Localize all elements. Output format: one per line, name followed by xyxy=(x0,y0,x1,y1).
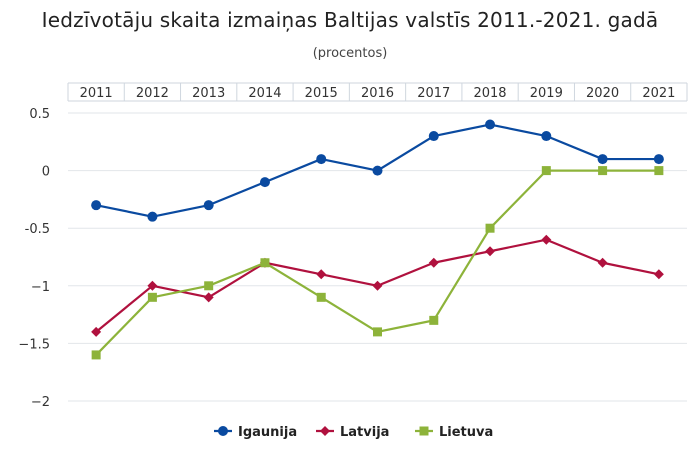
legend-marker[interactable] xyxy=(419,426,429,436)
chart-title: Iedzīvotāju skaita izmaiņas Baltijas val… xyxy=(41,8,659,32)
x-tick-label: 2018 xyxy=(473,86,506,101)
data-point[interactable] xyxy=(260,258,270,268)
x-tick-label: 2017 xyxy=(417,86,450,101)
legend-label: Latvija xyxy=(340,425,389,440)
legend-item-lietuva[interactable]: Lietuva xyxy=(415,425,493,440)
legend[interactable]: Igaunija Latvija Lietuva xyxy=(214,425,493,440)
data-point[interactable] xyxy=(91,200,102,211)
data-point[interactable] xyxy=(429,315,439,325)
data-point[interactable] xyxy=(541,166,551,176)
data-point[interactable] xyxy=(91,350,101,360)
data-point[interactable] xyxy=(147,211,158,222)
y-tick-label: 0 xyxy=(42,165,50,180)
data-point[interactable] xyxy=(597,257,608,268)
series-igaunija xyxy=(91,119,664,222)
series-layer xyxy=(91,119,664,360)
data-point[interactable] xyxy=(147,280,158,291)
data-point[interactable] xyxy=(485,119,496,130)
legend-item-latvija[interactable]: Latvija xyxy=(316,425,389,440)
x-axis: 2011 2012 2013 2014 2015 2016 2017 2018 2019 2020… xyxy=(80,86,676,101)
x-tick-label: 2021 xyxy=(642,86,675,101)
x-tick-label: 2011 xyxy=(80,86,113,101)
legend-marker[interactable] xyxy=(218,426,228,436)
data-point[interactable] xyxy=(259,177,270,188)
legend-label: Lietuva xyxy=(439,425,493,440)
y-tick-label: 0.5 xyxy=(29,107,50,122)
data-point[interactable] xyxy=(372,165,383,176)
series-line xyxy=(95,169,659,356)
y-tick-label: -0.5 xyxy=(25,222,50,237)
data-point[interactable] xyxy=(316,269,327,280)
data-point[interactable] xyxy=(598,166,608,176)
series-lietuva xyxy=(91,166,664,360)
x-tick-label: 2020 xyxy=(586,86,619,101)
y-tick-label: −2 xyxy=(31,395,50,410)
chart-subtitle: (procentos) xyxy=(312,46,388,61)
data-point[interactable] xyxy=(541,234,552,245)
data-point[interactable] xyxy=(653,154,664,165)
data-point[interactable] xyxy=(485,246,496,257)
data-point[interactable] xyxy=(485,223,495,233)
y-tick-label: −1 xyxy=(31,280,50,295)
data-point[interactable] xyxy=(203,200,214,211)
data-point[interactable] xyxy=(372,280,383,291)
y-tick-label: −1.5 xyxy=(18,337,50,352)
data-point[interactable] xyxy=(541,131,552,142)
x-tick-label: 2015 xyxy=(305,86,338,101)
grid-layer xyxy=(67,82,688,402)
legend-item-igaunija[interactable]: Igaunija xyxy=(214,425,297,440)
data-point[interactable] xyxy=(654,166,664,176)
data-point[interactable] xyxy=(597,154,608,165)
data-point[interactable] xyxy=(428,257,439,268)
data-point[interactable] xyxy=(653,269,664,280)
x-tick-label: 2012 xyxy=(136,86,169,101)
data-point[interactable] xyxy=(373,327,382,337)
data-point[interactable] xyxy=(203,292,214,303)
data-point[interactable] xyxy=(204,281,214,291)
legend-marker[interactable] xyxy=(320,426,330,436)
data-point[interactable] xyxy=(91,326,102,337)
x-tick-label: 2014 xyxy=(248,86,281,101)
y-axis: 0.5 0 -0.5 −1 −1.5 −2 xyxy=(18,107,50,410)
x-tick-label: 2013 xyxy=(192,86,225,101)
data-point[interactable] xyxy=(147,292,157,302)
data-point[interactable] xyxy=(428,131,439,142)
legend-label: Igaunija xyxy=(238,425,297,440)
x-tick-label: 2019 xyxy=(530,86,563,101)
x-tick-label: 2016 xyxy=(361,86,394,101)
data-point[interactable] xyxy=(316,154,327,165)
data-point[interactable] xyxy=(316,292,326,302)
